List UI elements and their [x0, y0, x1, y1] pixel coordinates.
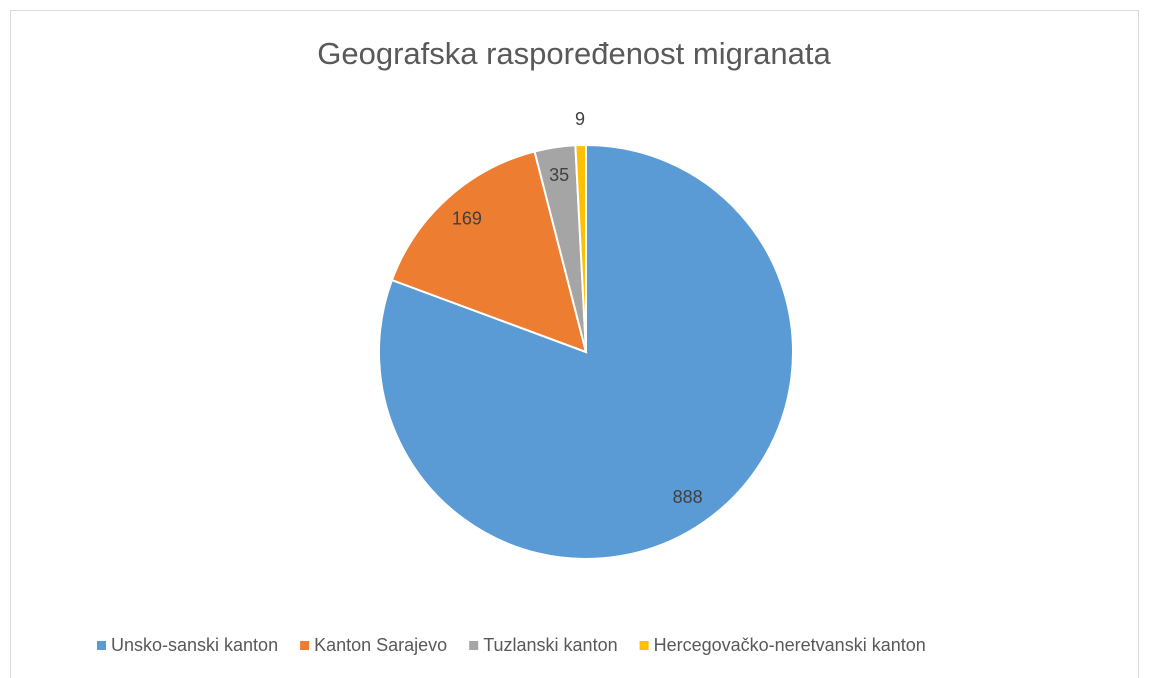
chart-title: Geografska raspoređenost migranata — [317, 36, 831, 71]
pie-slice — [378, 143, 794, 560]
pie-slice — [390, 150, 588, 354]
legend-swatch — [639, 641, 649, 650]
data-label: 169 — [452, 208, 482, 228]
data-label: 9 — [575, 109, 585, 129]
legend-label: Tuzlanski kanton — [483, 635, 617, 655]
legend-label: Hercegovačko-neretvanski kanton — [654, 635, 926, 655]
legend-swatch — [300, 641, 310, 650]
data-label: 888 — [673, 487, 703, 507]
legend-label: Unsko-sanski kanton — [111, 635, 278, 655]
data-label: 35 — [549, 165, 569, 185]
legend-swatch — [97, 641, 106, 650]
legend-label: Kanton Sarajevo — [314, 635, 447, 655]
pie-slice — [574, 143, 587, 353]
legend-swatch — [469, 641, 479, 650]
